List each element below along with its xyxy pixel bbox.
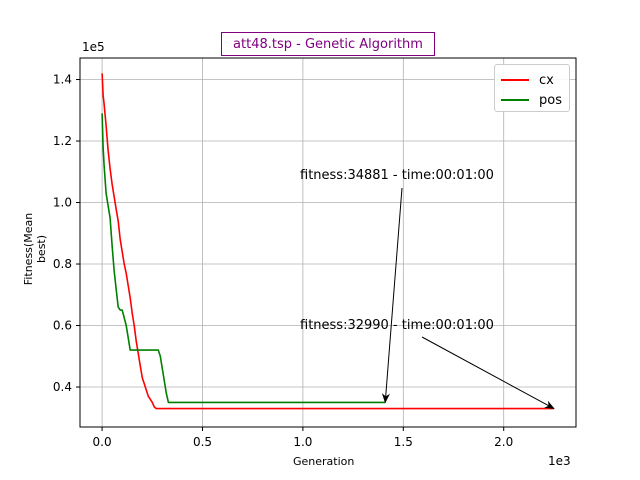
- legend-label-pos: pos: [539, 92, 562, 108]
- legend-swatch-pos: [501, 99, 529, 101]
- legend-label-cx: cx: [539, 72, 554, 88]
- annotation-label-2: fitness:32990 - time:00:01:00: [300, 318, 494, 333]
- y-tick-label-1: 0.6: [53, 319, 72, 333]
- y-tick-label-5: 1.4: [53, 73, 72, 87]
- annotation-arrow-2: [421, 336, 555, 410]
- x-tick-label-4: 2.0: [494, 435, 513, 449]
- legend-swatch-cx: [501, 79, 529, 81]
- grid-lines: [80, 58, 576, 427]
- series-lines: [101, 73, 554, 410]
- annotation-arrows: [381, 187, 555, 410]
- annotation-label-1: fitness:34881 - time:00:01:00: [300, 168, 494, 183]
- y-multiplier-label: 1e5: [82, 40, 105, 54]
- series-line-pos: [101, 113, 386, 404]
- x-tick-label-0: 0.0: [93, 435, 112, 449]
- annotation-arrow-1: [381, 187, 403, 404]
- series-line-cx: [101, 73, 554, 410]
- y-axis-label: Fitness(Mean best): [22, 212, 48, 286]
- axis-ticks: 0.0 0.5 1.0 1.5 2.0 0.4 0.6 0.8 1.0 1.2 1.4: [53, 73, 513, 449]
- y-tick-label-4: 1.2: [53, 134, 72, 148]
- y-tick-label-2: 0.8: [53, 257, 72, 271]
- y-tick-label-0: 0.4: [53, 380, 72, 394]
- legend-item-pos: pos: [501, 92, 562, 108]
- legend: cx pos: [494, 64, 570, 112]
- x-tick-label-1: 0.5: [193, 435, 212, 449]
- legend-item-cx: cx: [501, 72, 554, 88]
- x-tick-label-2: 1.0: [293, 435, 312, 449]
- x-axis-label: Generation: [293, 455, 355, 468]
- plot-frame: [79, 57, 577, 428]
- y-tick-label-3: 1.0: [53, 196, 72, 210]
- x-multiplier-label: 1e3: [548, 454, 571, 468]
- x-tick-label-3: 1.5: [394, 435, 413, 449]
- chart-title: att48.tsp - Genetic Algorithm: [221, 32, 435, 56]
